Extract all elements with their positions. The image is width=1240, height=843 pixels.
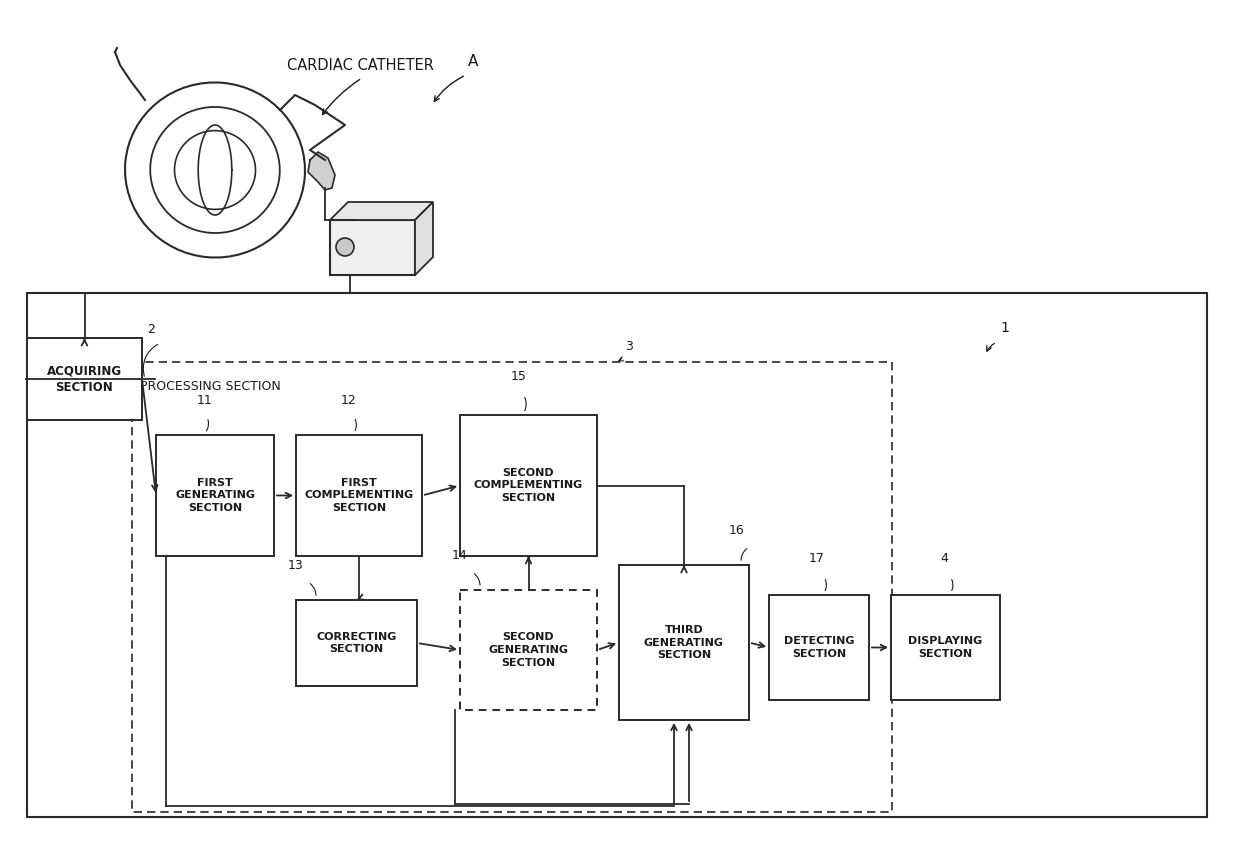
Text: 13: 13 xyxy=(288,559,304,572)
Text: CARDIAC CATHETER: CARDIAC CATHETER xyxy=(286,57,434,72)
Bar xyxy=(892,595,999,700)
Polygon shape xyxy=(415,202,433,275)
Text: A: A xyxy=(467,55,479,69)
Text: FIRST
GENERATING
SECTION: FIRST GENERATING SECTION xyxy=(175,478,255,513)
Bar xyxy=(330,220,415,275)
Text: ACQUIRING
SECTION: ACQUIRING SECTION xyxy=(47,364,122,394)
Text: SECOND
GENERATING
SECTION: SECOND GENERATING SECTION xyxy=(489,632,568,668)
Bar xyxy=(460,590,596,710)
Text: SECOND
COMPLEMENTING
SECTION: SECOND COMPLEMENTING SECTION xyxy=(474,468,583,503)
Text: THIRD
GENERATING
SECTION: THIRD GENERATING SECTION xyxy=(644,625,724,660)
Text: 14: 14 xyxy=(453,549,467,562)
Bar xyxy=(769,595,869,700)
Bar xyxy=(156,435,274,556)
Text: 1: 1 xyxy=(999,321,1009,335)
Bar xyxy=(27,338,143,420)
Text: 11: 11 xyxy=(197,394,213,407)
Text: 15: 15 xyxy=(511,370,526,383)
Bar xyxy=(460,415,596,556)
Bar xyxy=(27,293,1207,817)
Polygon shape xyxy=(330,202,433,220)
Text: 2: 2 xyxy=(148,323,155,336)
Text: DISPLAYING
SECTION: DISPLAYING SECTION xyxy=(909,636,982,659)
Bar xyxy=(619,565,749,720)
Text: PROCESSING SECTION: PROCESSING SECTION xyxy=(140,380,280,393)
Text: 17: 17 xyxy=(808,552,825,565)
Text: 3: 3 xyxy=(625,340,632,353)
Circle shape xyxy=(336,238,353,256)
Bar xyxy=(296,600,417,686)
Text: FIRST
COMPLEMENTING
SECTION: FIRST COMPLEMENTING SECTION xyxy=(304,478,414,513)
Text: 4: 4 xyxy=(940,552,949,565)
Bar xyxy=(296,435,422,556)
Text: 12: 12 xyxy=(341,394,357,407)
Text: 16: 16 xyxy=(729,524,745,537)
Text: DETECTING
SECTION: DETECTING SECTION xyxy=(784,636,854,659)
Polygon shape xyxy=(308,152,335,190)
Text: CORRECTING
SECTION: CORRECTING SECTION xyxy=(316,631,397,654)
Bar xyxy=(131,362,892,812)
